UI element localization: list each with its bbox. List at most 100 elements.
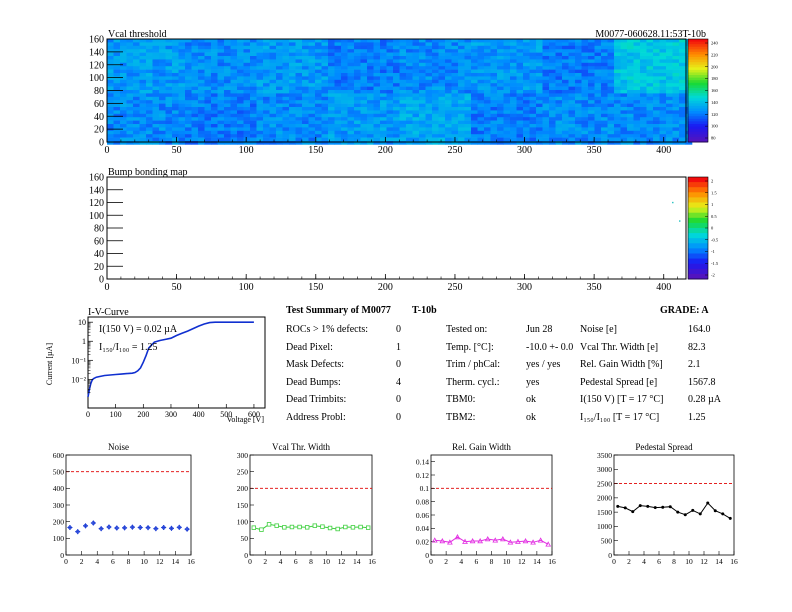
heatmap-cell xyxy=(614,73,621,77)
heatmap-cell xyxy=(178,79,186,84)
heatmap-cell xyxy=(126,130,134,135)
heatmap-cell xyxy=(204,69,212,74)
heatmap-cell xyxy=(289,137,296,142)
heatmap-cell xyxy=(373,79,381,84)
heatmap-cell xyxy=(120,59,127,64)
heatmap-cell xyxy=(464,124,472,128)
heatmap-cell xyxy=(659,130,667,135)
heatmap-cell xyxy=(575,137,582,142)
heatmap-cell xyxy=(432,127,439,132)
heatmap-cell xyxy=(341,45,348,50)
heatmap-cell xyxy=(399,52,407,57)
trend-y-tick-label: 100 xyxy=(53,534,65,543)
data-point xyxy=(537,537,544,543)
trend-y-tick-label: 0.14 xyxy=(416,457,429,466)
x-tick-label: 150 xyxy=(308,145,323,156)
heatmap-cell xyxy=(438,113,446,118)
heatmap-cell xyxy=(250,137,257,142)
heatmap-cell xyxy=(295,49,303,53)
heatmap-cell xyxy=(178,62,186,67)
heatmap-cell xyxy=(607,69,615,74)
heatmap-cell xyxy=(152,83,160,87)
heatmap-cell xyxy=(653,110,660,115)
heatmap-cell xyxy=(146,127,153,132)
heatmap-cell xyxy=(620,107,628,111)
heatmap-cell xyxy=(581,137,589,142)
heatmap-cell xyxy=(542,141,550,145)
heatmap-cell xyxy=(113,141,121,145)
heatmap-cell xyxy=(328,56,335,60)
heatmap-cell xyxy=(211,62,218,67)
heatmap-cell xyxy=(549,39,556,43)
heatmap-cell xyxy=(237,52,244,57)
heatmap-cell xyxy=(640,113,647,118)
heatmap-cell xyxy=(516,79,524,84)
heatmap-cell xyxy=(659,120,667,125)
heatmap-cell xyxy=(360,45,368,50)
heatmap-cell xyxy=(594,141,602,145)
heatmap-cell xyxy=(243,62,251,67)
heatmap-cell xyxy=(679,127,686,132)
heatmap-cell xyxy=(555,73,563,77)
heatmap-cell xyxy=(276,86,283,91)
heatmap-cell xyxy=(458,120,465,125)
heatmap-cell xyxy=(230,59,238,64)
palette-swatch xyxy=(688,82,708,86)
heatmap-cell xyxy=(282,73,290,77)
heatmap-cell xyxy=(464,103,472,108)
heatmap-cell xyxy=(536,127,543,132)
heatmap-cell xyxy=(276,73,283,77)
heatmap-cell xyxy=(412,103,420,108)
heatmap-cell xyxy=(165,83,173,87)
heatmap-cell xyxy=(380,130,387,135)
heatmap-cell xyxy=(594,93,602,98)
heatmap-cell xyxy=(321,130,329,135)
heatmap-cell xyxy=(529,62,537,67)
heatmap-cell xyxy=(575,73,582,77)
heatmap-cell xyxy=(295,39,303,43)
heatmap-cell xyxy=(276,141,283,145)
heatmap-cell xyxy=(438,62,446,67)
heatmap-cell xyxy=(217,79,225,84)
heatmap-cell xyxy=(523,86,530,91)
heatmap-cell xyxy=(555,103,563,108)
heatmap-cell xyxy=(549,120,556,125)
heatmap-cell xyxy=(152,134,160,138)
heatmap-cell xyxy=(412,62,420,67)
heatmap-cell xyxy=(633,66,641,70)
heatmap-cell xyxy=(640,49,647,53)
heatmap-cell xyxy=(646,66,654,70)
heatmap-cell xyxy=(315,79,322,84)
heatmap-cell xyxy=(120,76,127,81)
heatmap-cell xyxy=(373,103,381,108)
heatmap-cell xyxy=(373,56,381,60)
heatmap-cell xyxy=(536,141,543,145)
heatmap-cell xyxy=(367,76,374,81)
trend-x-tick-label: 16 xyxy=(548,557,556,566)
heatmap-cell xyxy=(510,127,517,132)
heatmap-cell xyxy=(477,134,485,138)
heatmap-cell xyxy=(588,39,595,43)
heatmap-cell xyxy=(126,45,134,50)
heatmap-cell xyxy=(276,130,283,135)
heatmap-cell xyxy=(126,62,134,67)
data-point xyxy=(492,537,499,543)
heatmap-cell xyxy=(679,39,686,43)
heatmap-cell xyxy=(679,62,686,67)
heatmap-cell xyxy=(282,134,290,138)
heatmap-cell xyxy=(510,137,517,142)
heatmap-cell xyxy=(432,59,439,64)
trend-x-tick-label: 8 xyxy=(127,557,131,566)
palette-label: 200 xyxy=(711,64,719,69)
heatmap-cell xyxy=(633,79,641,84)
heatmap-cell xyxy=(510,130,517,135)
heatmap-cell xyxy=(555,86,563,91)
heatmap-cell xyxy=(549,73,556,77)
heatmap-cell xyxy=(334,52,342,57)
heatmap-cell xyxy=(289,52,296,57)
heatmap-cell xyxy=(328,100,335,104)
heatmap-cell xyxy=(308,79,316,84)
heatmap-cell xyxy=(165,39,173,43)
heatmap-cell xyxy=(159,73,166,77)
heatmap-cell xyxy=(328,137,335,142)
